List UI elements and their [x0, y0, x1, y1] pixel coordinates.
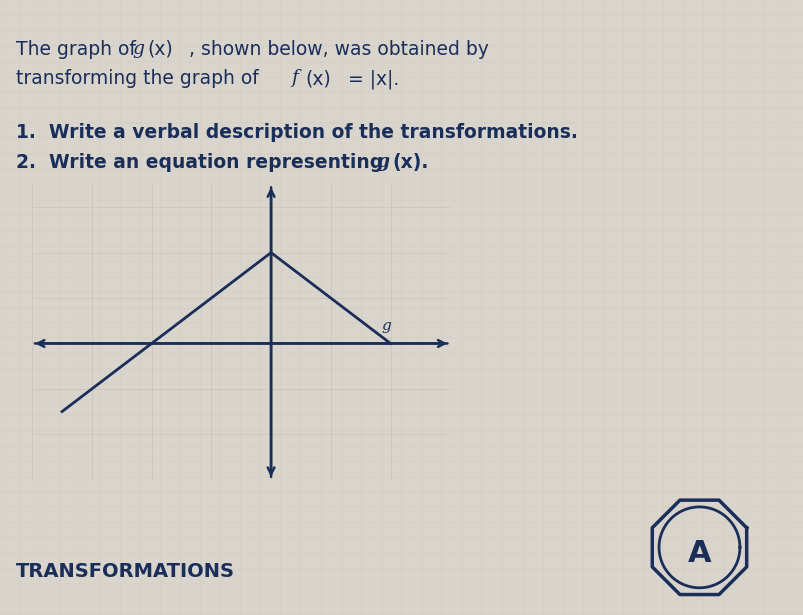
Text: 1.  Write a verbal description of the transformations.: 1. Write a verbal description of the tra…: [16, 123, 577, 142]
Text: = |x|.: = |x|.: [341, 69, 398, 89]
Text: transforming the graph of: transforming the graph of: [16, 69, 264, 89]
Text: g: g: [132, 40, 145, 58]
Text: (x).: (x).: [392, 153, 428, 172]
Text: (x): (x): [305, 69, 331, 89]
Text: g: g: [381, 319, 391, 333]
Text: , shown below, was obtained by: , shown below, was obtained by: [189, 40, 488, 59]
Text: f: f: [291, 69, 298, 87]
Text: (x): (x): [147, 40, 173, 59]
Text: A: A: [687, 539, 711, 568]
Text: TRANSFORMATIONS: TRANSFORMATIONS: [16, 562, 234, 581]
Text: g: g: [376, 153, 389, 170]
Text: The graph of: The graph of: [16, 40, 142, 59]
Text: 2.  Write an equation representing: 2. Write an equation representing: [16, 153, 389, 172]
